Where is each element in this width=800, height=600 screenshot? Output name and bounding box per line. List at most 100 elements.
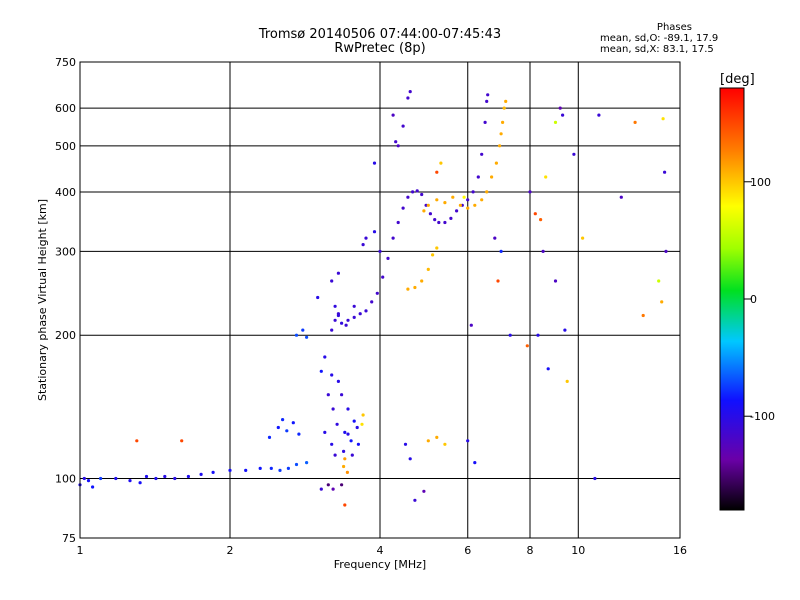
echo-point <box>343 430 347 434</box>
colorbar-label: [deg] <box>720 72 755 87</box>
echo-point <box>319 369 323 373</box>
echo-point <box>490 175 494 179</box>
echo-point <box>641 313 645 318</box>
y-tick-label: 75 <box>62 532 76 545</box>
echo-point <box>496 279 500 283</box>
echo-point <box>437 220 441 225</box>
colorbar-tick-label: 100 <box>750 176 771 189</box>
echo-point <box>333 318 337 322</box>
echo-point <box>378 249 382 253</box>
echo-point <box>420 192 424 197</box>
echo-point <box>323 430 327 434</box>
echo-point <box>539 218 543 222</box>
echo-point <box>346 432 350 436</box>
echo-point <box>536 333 540 337</box>
echo-point <box>420 279 424 283</box>
y-tick-labels: 75 100 200 300 400 500 600 750 <box>55 56 76 545</box>
echo-point <box>294 333 299 337</box>
echo-point <box>581 236 585 240</box>
phase-stats-o-label: mean, sd,O: <box>600 33 661 44</box>
echo-point <box>355 425 359 430</box>
y-axis-label: Stationary phase Virtual Height [km] <box>36 199 49 401</box>
echo-point <box>276 425 280 430</box>
phase-stats-o-value: -89.1, 17.9 <box>663 33 719 44</box>
echo-point <box>352 419 356 423</box>
colorbar-gradient <box>719 87 745 511</box>
chart-subtitle: RwPretec (8p) <box>334 41 426 56</box>
echo-point <box>244 468 248 472</box>
echo-point <box>323 355 327 359</box>
echo-point <box>528 190 532 194</box>
echo-point <box>572 152 576 156</box>
echo-point <box>501 120 505 124</box>
echo-point <box>391 236 395 240</box>
echo-point <box>466 206 470 210</box>
echo-point <box>401 124 405 128</box>
phase-stats-x: mean, sd,X: 83.1, 17.5 <box>600 44 714 55</box>
echo-point <box>135 439 139 443</box>
echo-point <box>466 439 470 443</box>
phase-stats-panel: Phases mean, sd,O: -89.1, 17.9 mean, sd,… <box>600 22 718 55</box>
echo-point <box>269 466 273 470</box>
echo-point <box>508 333 512 337</box>
phase-stats-o: mean, sd,O: -89.1, 17.9 <box>600 33 718 44</box>
echo-point <box>114 476 118 481</box>
echo-point <box>82 476 86 481</box>
echo-point <box>396 220 400 225</box>
echo-point <box>480 152 484 156</box>
echo-point <box>258 466 262 470</box>
echo-point <box>558 106 562 110</box>
echo-point <box>502 106 506 110</box>
echo-point <box>356 442 360 446</box>
echo-point <box>426 203 430 207</box>
chart-title: Tromsø 20140506 07:44:00-07:45:43 <box>258 27 502 42</box>
echo-point <box>485 190 489 194</box>
echo-point <box>561 113 565 117</box>
echo-point <box>278 468 282 472</box>
echo-point <box>361 413 365 417</box>
echo-point <box>99 476 103 481</box>
echo-point <box>91 485 95 489</box>
echo-point <box>386 256 390 260</box>
echo-point <box>211 470 215 474</box>
echo-point <box>364 309 368 313</box>
echo-point <box>173 476 177 481</box>
echo-point <box>163 474 167 479</box>
echo-point <box>316 295 320 300</box>
echo-point <box>525 344 529 348</box>
echo-point <box>138 481 142 485</box>
echo-point <box>408 90 412 94</box>
echo-point <box>449 216 453 220</box>
echo-point <box>349 439 353 443</box>
echo-point <box>498 144 502 148</box>
echo-point <box>301 328 305 332</box>
x-tick-label: 1 <box>77 544 84 557</box>
echo-point <box>593 476 597 481</box>
echo-point <box>504 99 508 103</box>
colorbar-ticks: 100 0 -100 <box>744 176 775 423</box>
echo-point <box>473 203 477 207</box>
echo-point <box>294 462 299 467</box>
echo-point <box>565 379 569 383</box>
echo-point <box>364 236 368 240</box>
echo-point <box>352 304 356 308</box>
echo-point <box>144 474 149 479</box>
echo-point <box>372 230 377 234</box>
echo-point <box>408 457 412 461</box>
x-tick-label: 4 <box>377 544 384 557</box>
echo-point <box>657 279 661 283</box>
echo-point <box>358 312 362 316</box>
echo-point <box>154 476 158 481</box>
echo-point <box>305 335 309 339</box>
echo-point <box>394 140 398 144</box>
echo-point <box>431 253 435 257</box>
echo-point <box>344 323 348 327</box>
echo-point <box>281 418 285 422</box>
echo-point <box>428 212 432 216</box>
echo-point <box>333 304 337 308</box>
echo-point <box>533 212 537 216</box>
echo-point <box>330 279 334 283</box>
echo-point <box>180 439 184 443</box>
echo-point <box>335 422 339 426</box>
